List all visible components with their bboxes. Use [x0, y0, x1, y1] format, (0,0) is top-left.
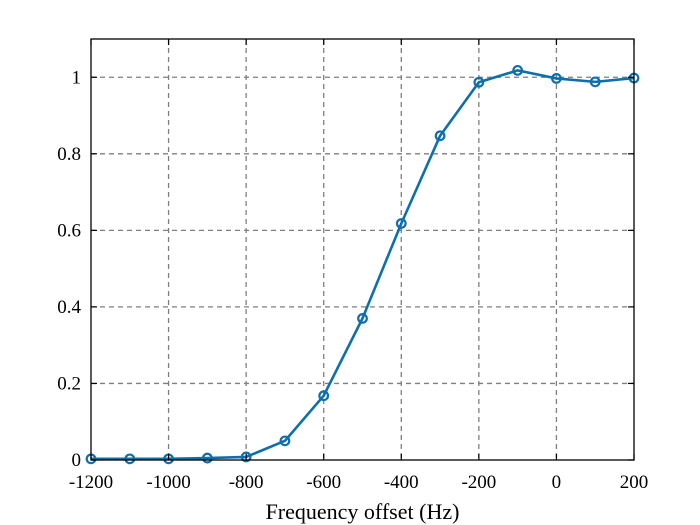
- y-tick-label: 0.6: [57, 220, 81, 241]
- data-point: [512, 64, 524, 76]
- data-point: [124, 453, 136, 465]
- grid-lines: [91, 39, 634, 460]
- data-point: [279, 435, 291, 447]
- y-tick-label: 0.2: [57, 373, 81, 394]
- plot-frame: [90, 38, 635, 461]
- x-tick-label: -800: [229, 472, 264, 493]
- x-tick-label: 0: [552, 472, 562, 493]
- data-point: [318, 390, 330, 402]
- x-tick-label: -200: [461, 472, 496, 493]
- tick-labels: -1200 -1000 -800 -600 -400 -200 0 200 0 0.2 0.4 0.6…: [57, 67, 648, 493]
- y-tick-label: 1: [72, 67, 82, 88]
- y-tick-label: 0.8: [57, 144, 81, 165]
- data-point: [395, 218, 407, 229]
- data-point: [589, 76, 601, 88]
- series-line: [91, 69, 635, 461]
- axis-ticks: [90, 39, 635, 461]
- y-tick-label: 0: [72, 450, 82, 471]
- x-tick-label: -600: [306, 472, 341, 493]
- x-tick-label: -400: [384, 472, 419, 493]
- y-tick-label: 0.4: [57, 297, 81, 318]
- data-point: [551, 73, 562, 84]
- data-point: [240, 451, 252, 463]
- x-tick-label: 200: [620, 472, 649, 493]
- x-axis-label: Frequency offset (Hz): [266, 499, 460, 524]
- x-tick-label: -1000: [146, 472, 190, 493]
- data-point: [473, 76, 485, 88]
- data-point: [201, 452, 213, 464]
- x-tick-label: -1200: [69, 472, 113, 493]
- data-point: [357, 312, 368, 324]
- data-point: [434, 130, 446, 142]
- series-layer: [85, 64, 640, 465]
